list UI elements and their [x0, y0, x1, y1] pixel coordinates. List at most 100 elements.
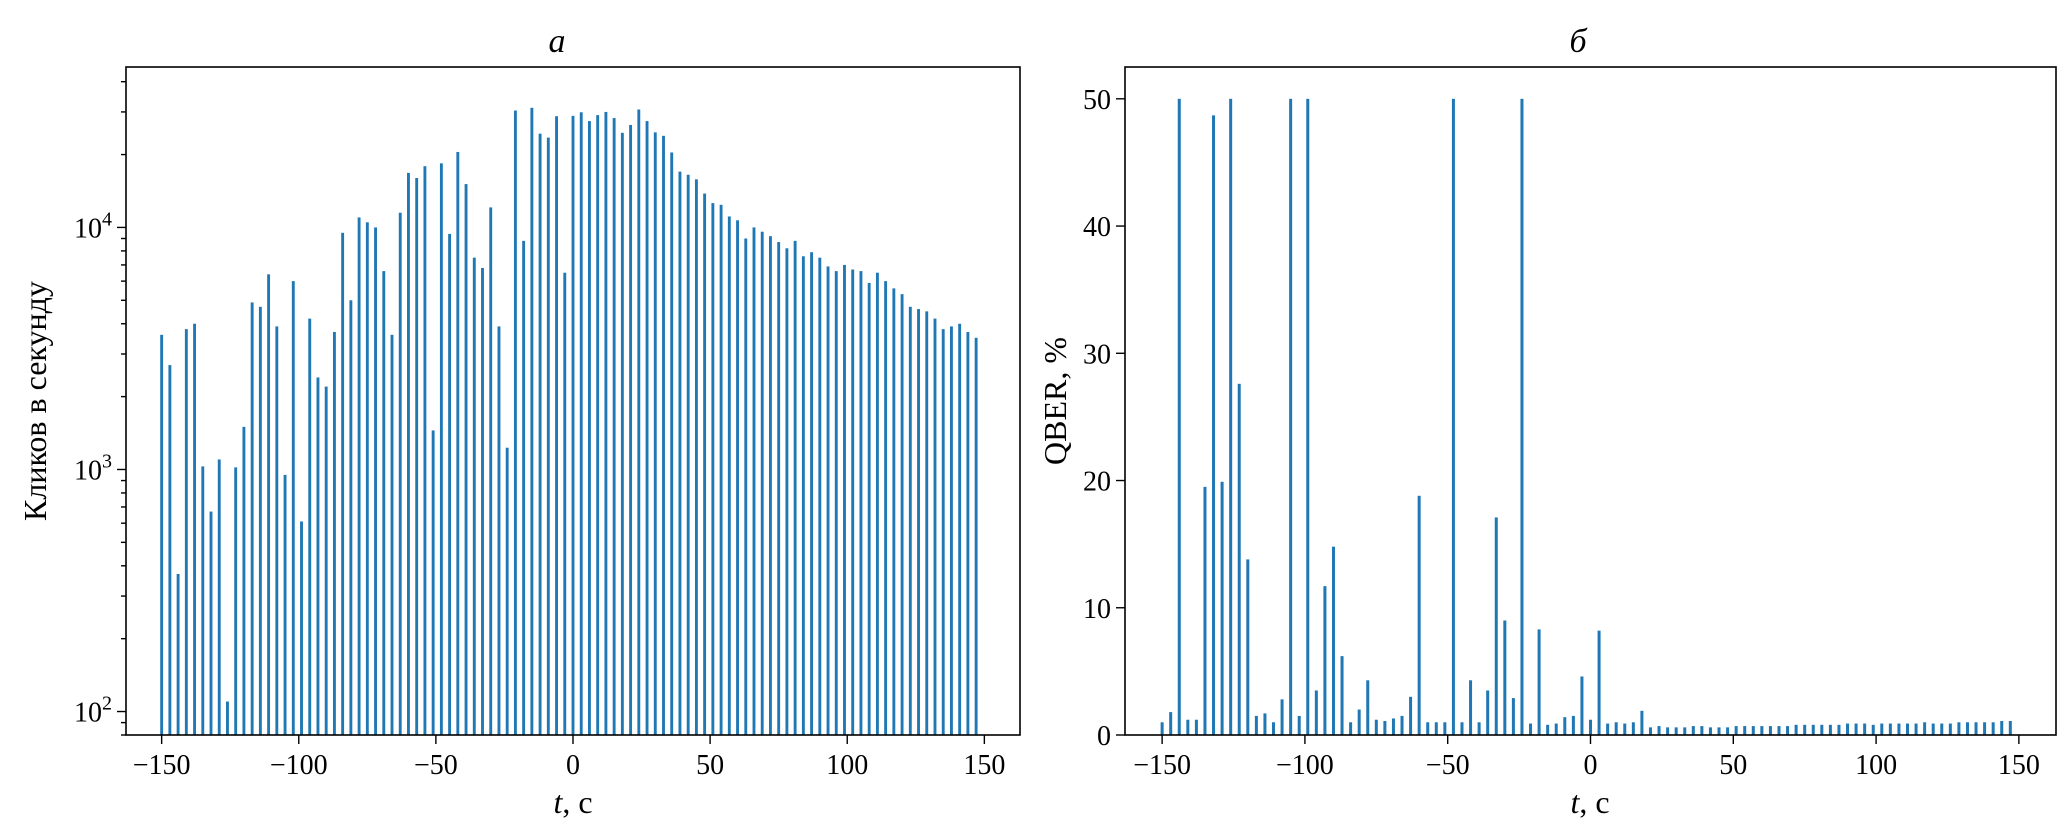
- panel-a-bar: [357, 217, 361, 735]
- panel-a-bar: [382, 271, 386, 735]
- panel-a-bar: [950, 326, 953, 735]
- panel-b-bar: [1229, 98, 1233, 735]
- panel-b-x-tick-label: 150: [1998, 750, 2040, 781]
- panel-a-y-tick-label: 104: [74, 208, 112, 244]
- panel-b-x-tick-label: 50: [1719, 750, 1747, 781]
- panel-b-x-axis: −150 −100 −50 0 50 100 150: [1133, 735, 2040, 781]
- panel-a-bar: [176, 574, 180, 735]
- panel-b-bar: [2000, 721, 2004, 735]
- panel-a-bar: [801, 256, 805, 735]
- panel-b-bar: [1220, 481, 1224, 735]
- panel-b-bar: [1272, 722, 1275, 735]
- panel-a-bar: [226, 701, 229, 735]
- panel-b-bar: [1597, 630, 1601, 735]
- panel-b-bar: [1957, 722, 1961, 735]
- panel-a-bar: [407, 172, 410, 735]
- panel-b-bar: [1983, 722, 1987, 735]
- panel-a-bar: [258, 306, 262, 735]
- panel-a-bar: [423, 166, 427, 736]
- panel-a-bar: [250, 302, 254, 735]
- panel-b-bar: [1648, 727, 1652, 735]
- panel-b-bar: [1246, 559, 1250, 735]
- panel-a-bar: [851, 269, 855, 735]
- panel-b-y-tick-label: 50: [1083, 85, 1111, 116]
- panel-b-bar: [1614, 722, 1618, 735]
- panel-b-y-tick-label: 20: [1083, 467, 1111, 498]
- panel-a-bar: [184, 329, 188, 735]
- panel-a-bar: [349, 300, 353, 735]
- panel-b-bar: [1940, 723, 1944, 735]
- panel-a-bar: [324, 386, 328, 735]
- panel-b-bar: [1803, 724, 1807, 735]
- panel-a-bar: [925, 311, 929, 735]
- panel-a-bar: [193, 323, 196, 735]
- panel-b-bar: [1828, 724, 1832, 735]
- panel-a-bar: [596, 115, 600, 735]
- panel-a-bar: [662, 135, 665, 735]
- panel-b-bar: [1743, 726, 1747, 735]
- panel-b-y-axis-label: QBER, %: [1037, 337, 1073, 465]
- panel-a-bar: [826, 266, 830, 735]
- panel-b-bar: [1169, 712, 1173, 735]
- panel-b-bar: [1477, 722, 1481, 735]
- panel-a-bar: [941, 329, 945, 735]
- panel-b-bar: [1280, 699, 1284, 735]
- panel-a-y-axis: 102 103 104: [74, 80, 126, 736]
- panel-b-bar: [1417, 495, 1421, 735]
- panel-b-bar: [1357, 709, 1361, 735]
- panel-b-bar: [1768, 726, 1772, 735]
- panel-a-bar: [966, 331, 970, 735]
- panel-a-bar: [530, 107, 534, 735]
- panel-b-bar: [1160, 722, 1164, 735]
- panel-b-bar: [1374, 719, 1378, 735]
- panel-a-bar: [612, 118, 616, 735]
- panel-b-bar: [1563, 717, 1567, 735]
- panel-b-bar: [1537, 629, 1541, 735]
- panel-a-bar: [777, 242, 781, 735]
- panel-b-bar: [1451, 98, 1455, 735]
- panel-a-bar: [736, 220, 739, 735]
- panel-b-bar: [1623, 723, 1627, 735]
- panel-b-bar: [1974, 722, 1978, 735]
- panel-b-bar: [1786, 726, 1790, 735]
- panel-a-bar: [497, 326, 501, 735]
- panel-a-bar: [900, 294, 904, 735]
- panel-a-bar: [785, 248, 789, 736]
- panel-b-bar: [1177, 98, 1181, 735]
- panel-b-bar: [1443, 722, 1447, 735]
- panel-a-y-axis-label: Кликов в секунду: [17, 281, 53, 521]
- panel-a-bar: [711, 203, 715, 735]
- panel-a-bar: [653, 132, 657, 735]
- panel-b-bars: [1160, 98, 2012, 736]
- panel-a-bar: [439, 163, 443, 735]
- panel-a-bar: [588, 121, 591, 735]
- panel-a-bar: [571, 115, 575, 736]
- panel-b-bar: [1794, 724, 1798, 735]
- panel-a-bar: [481, 267, 484, 735]
- panel-b-bar: [1854, 723, 1858, 735]
- panel-a-bar: [875, 272, 879, 735]
- panel-b-bar: [1837, 724, 1841, 735]
- panel-a-x-tick-label: 0: [566, 750, 580, 781]
- panel-a-bar: [744, 238, 748, 735]
- panel-a-bar: [546, 137, 550, 736]
- panel-a-bar: [637, 109, 641, 735]
- panel-a-bar: [472, 257, 476, 735]
- panel-b-bar: [1726, 727, 1730, 735]
- panel-a-bar: [160, 334, 164, 735]
- panel-b-bar: [1340, 656, 1344, 735]
- panel-a-bar: [843, 264, 846, 735]
- panel-a-x-axis-label: t, с: [553, 784, 592, 820]
- panel-b-bar: [1554, 723, 1558, 735]
- panel-a-bars: [160, 107, 978, 736]
- panel-a-bar: [300, 521, 303, 735]
- panel-a-bar: [365, 222, 369, 736]
- panel-a-bar: [489, 207, 493, 735]
- panel-a-bar: [316, 377, 320, 735]
- panel-a-bar: [629, 124, 633, 736]
- panel-a-bar: [752, 227, 756, 735]
- panel-b-y-axis: 0 10 20 30 40 50: [1083, 85, 1125, 752]
- panel-b-title: б: [1569, 23, 1588, 60]
- panel-b-bar: [1923, 722, 1927, 735]
